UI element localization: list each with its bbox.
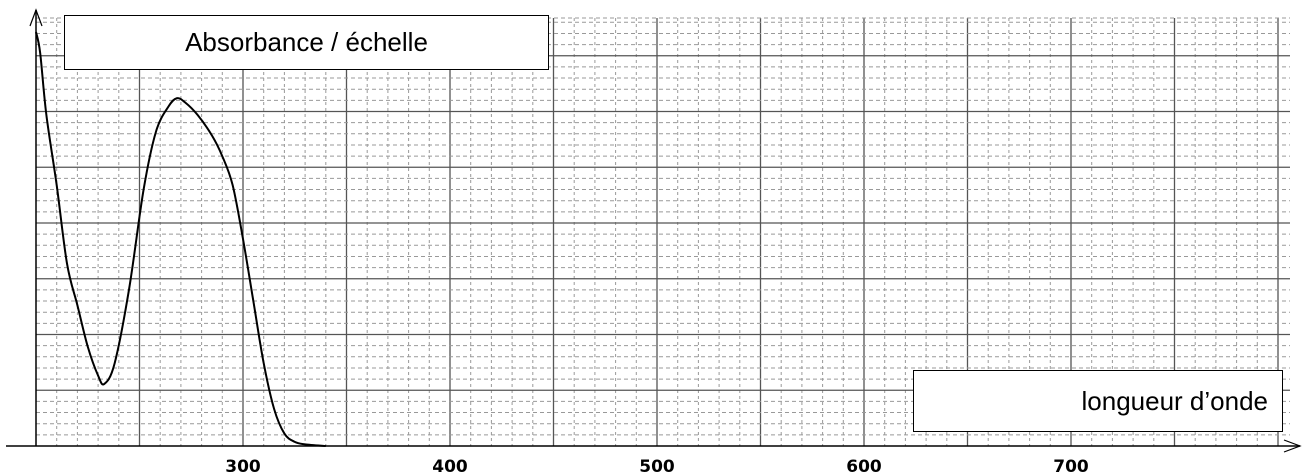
absorbance-series-line (35, 31, 326, 447)
x-axis-arrow (1283, 439, 1302, 453)
x-tick-labels: 300 400 500 600 700 (225, 457, 1089, 476)
chart-axes (6, 8, 1302, 453)
x-tick-label: 300 (225, 457, 261, 476)
x-tick-label: 600 (846, 457, 882, 476)
x-axis-label: longueur d’onde (913, 370, 1283, 432)
y-axis-arrow (29, 8, 43, 27)
x-tick-label: 400 (432, 457, 468, 476)
y-axis-label: Absorbance / échelle (64, 15, 549, 70)
x-tick-label: 500 (639, 457, 675, 476)
chart-series (35, 31, 326, 447)
x-tick-label: 700 (1053, 457, 1089, 476)
